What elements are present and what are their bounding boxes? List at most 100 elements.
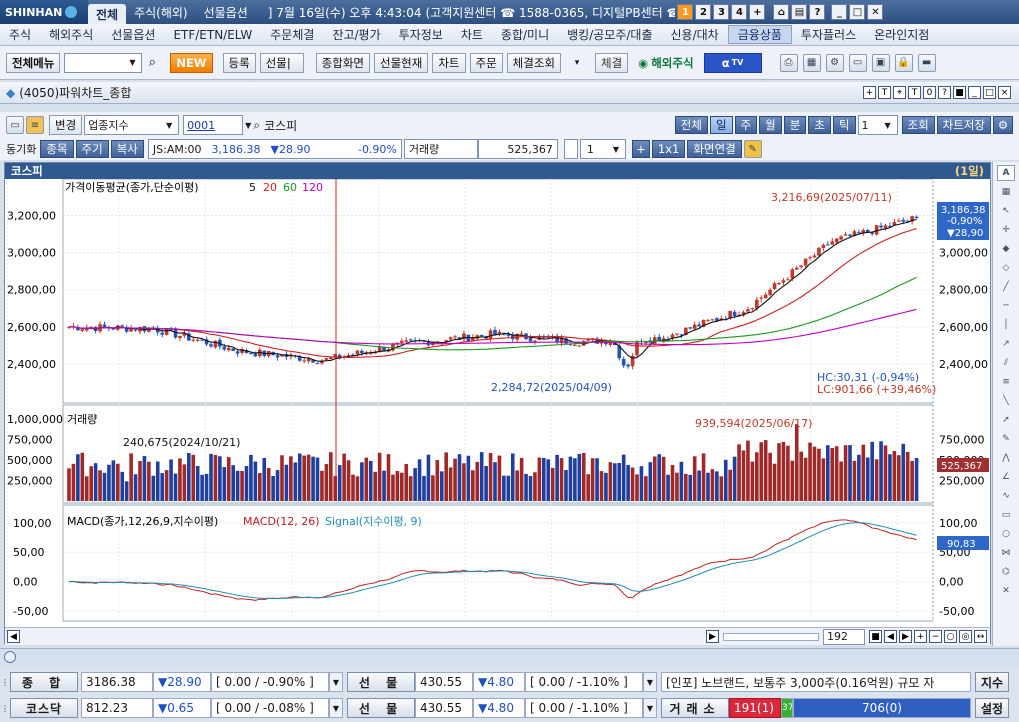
help-icon[interactable]: ? [809,4,826,20]
fill-button[interactable]: 체결 [595,52,629,73]
window-mode-icon[interactable]: T [908,86,921,99]
period-day-button[interactable]: 일 [709,116,733,134]
scale-button[interactable]: 1x1 [651,140,686,158]
copy-button[interactable]: 복사 [110,140,144,158]
code-input[interactable]: 0001 [183,115,244,135]
menu-chart[interactable]: 차트 [460,28,483,42]
period-month-button[interactable]: 월 [759,116,782,134]
zoom-out-icon[interactable]: − [929,630,942,643]
dropdown-arrow-icon[interactable]: ▼ [245,120,252,130]
menu-mini[interactable]: 종합/미니 [500,28,550,42]
circle-tool-icon[interactable]: ○ [1002,529,1010,539]
dropdown-arrow-icon[interactable]: ▼ [329,672,343,692]
menu-balance[interactable]: 잔고/평가 [332,28,381,42]
eraser-tool-icon[interactable]: ◇ [1002,263,1010,273]
angle-tool-icon[interactable]: ∠ [1001,472,1011,482]
window-layout-icon[interactable]: ▭ [848,53,867,72]
vline-tool-icon[interactable]: │ [1003,320,1009,330]
play-forward-icon[interactable]: ▶ [899,630,912,643]
index-button[interactable]: 지수 [975,672,1009,692]
screen-search-input[interactable]: ▼ [64,52,143,73]
gann-tool-icon[interactable]: ⋈ [1001,548,1011,558]
folder-icon[interactable]: ▬ [917,53,936,72]
cursor-tool-icon[interactable]: ↖ [1002,206,1010,216]
arrow-tool-icon[interactable]: ➚ [1002,415,1010,425]
settings-button[interactable]: 설정 [975,698,1009,718]
full-range-icon[interactable]: ↔ [974,630,987,643]
menu-etf[interactable]: ETF/ETN/ELW [173,27,253,42]
window-close-icon[interactable]: × [998,86,1011,99]
futures-now-button[interactable]: 선물현재 [374,52,429,73]
order-button[interactable]: 주문 [469,52,503,73]
number-select[interactable]: 1 ▼ [579,139,626,159]
bar-count-input[interactable]: 192 [823,628,865,645]
window-minimize-icon[interactable]: _ [968,86,981,99]
checkbox[interactable] [563,139,578,159]
status-icon[interactable] [4,651,16,663]
dropdown-arrow-icon[interactable]: ▼ [129,58,136,67]
layout-icon[interactable]: ▭ [6,116,24,134]
window-add-icon[interactable]: + [863,86,876,99]
play-back-icon[interactable]: ◀ [884,630,897,643]
index-type-select[interactable]: 업종지수 ▼ [84,115,180,135]
search-icon[interactable]: ⌕ [148,55,156,70]
hline-tool-icon[interactable]: ─ [1003,301,1009,311]
home-icon[interactable]: ⌂ [773,4,790,20]
window-maximize-icon[interactable]: □ [983,86,996,99]
dropdown-arrow-icon[interactable]: ▼ [643,698,657,718]
new-button[interactable]: NEW [170,52,213,73]
dropdown-arrow-icon[interactable]: ▼ [329,698,343,718]
period-all-button[interactable]: 전체 [674,116,708,134]
zoom-reset-icon[interactable]: ○ [944,630,957,643]
screen-add-button[interactable]: + [749,4,766,20]
screen-1-button[interactable]: 1 [677,4,694,20]
delete-tool-icon[interactable]: ✕ [1002,586,1010,596]
window-lock-icon[interactable]: ■ [953,86,966,99]
menu-financial-products[interactable]: 금융상품 [727,25,792,44]
zoom-fit-icon[interactable]: ◎ [959,630,972,643]
screen-save-icon[interactable]: ▣ [871,53,890,72]
pen-icon[interactable]: ✎ [743,140,762,158]
pen-tool-icon[interactable]: ✎ [1002,434,1010,444]
zoom-slider[interactable] [723,632,819,641]
menu-overseas-stock[interactable]: 해외주식 [49,28,94,42]
close-icon[interactable]: ✕ [867,4,884,20]
printer-icon[interactable]: ⎙ [779,53,798,72]
chart-panel[interactable]: 코스피 (1일) 3,200,003,200,003,000,003,000,0… [4,162,991,645]
sync-period-button[interactable]: 주기 [75,140,109,158]
pattern-tool-icon[interactable]: ⌬ [1002,567,1010,577]
cycle-tool-icon[interactable]: ∿ [1002,491,1010,501]
sync-item-button[interactable]: 종목 [40,140,74,158]
execution-inquiry-button[interactable]: 체결조회 [506,52,561,73]
period-tick-button[interactable]: 틱 [832,116,856,134]
chart-save-button[interactable]: 차트저장 [936,116,991,134]
print-icon[interactable]: ▤ [791,4,808,20]
line-tool-icon[interactable]: ╱ [1003,282,1009,292]
window-help-icon[interactable]: ? [938,86,951,99]
all-menu-button[interactable]: 전체메뉴 [6,52,61,73]
tab-overseas-stock[interactable]: 주식(해외) [134,5,188,20]
minimize-icon[interactable]: _ [831,4,848,20]
text-tool-icon[interactable]: A [997,165,1015,181]
dropdown-arrow-icon[interactable]: ▼ [643,672,657,692]
period-second-button[interactable]: 초 [808,116,831,134]
menu-stock[interactable]: 주식 [9,28,32,42]
fan-tool-icon[interactable]: ⋀ [1002,453,1010,463]
chart-canvas[interactable]: 3,200,003,200,003,000,003,000,002,800,00… [5,179,990,643]
trend-tool-icon[interactable]: ↗ [1002,339,1010,349]
window-link-icon[interactable]: ⌖ [893,86,906,99]
gear-icon[interactable]: ⚙ [825,53,844,72]
chart-button[interactable]: 차트 [432,52,466,73]
period-week-button[interactable]: 주 [734,116,758,134]
box-tool-icon[interactable]: ▭ [1001,510,1011,520]
ray-tool-icon[interactable]: ╲ [1003,396,1009,406]
screen-3-button[interactable]: 3 [713,4,730,20]
query-button[interactable]: 조회 [901,116,935,134]
window-zero-icon[interactable]: 0 [923,86,936,99]
screen-link-button[interactable]: 화면연결 [687,140,742,158]
overseas-stock-button[interactable]: ◉ 해외주식 [638,55,694,70]
chart-scrollbar[interactable]: ◀ ▶ 192 ■ ◀ ▶ + − ○ ◎ ↔ [5,627,990,645]
channel-tool-icon[interactable]: ⫽ [1003,358,1008,368]
menu-futures-options[interactable]: 선물옵션 [111,28,156,42]
zoom-in-icon[interactable]: + [914,630,927,643]
